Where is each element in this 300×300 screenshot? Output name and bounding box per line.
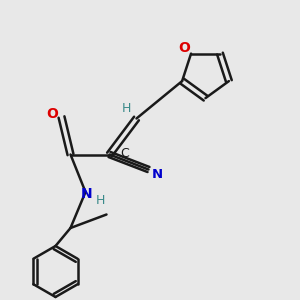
Text: H: H [96, 194, 105, 208]
Text: N: N [151, 168, 163, 182]
Text: O: O [46, 107, 58, 121]
Text: C: C [120, 147, 129, 160]
Text: H: H [122, 102, 132, 116]
Text: N: N [80, 187, 92, 200]
Text: O: O [178, 41, 190, 55]
